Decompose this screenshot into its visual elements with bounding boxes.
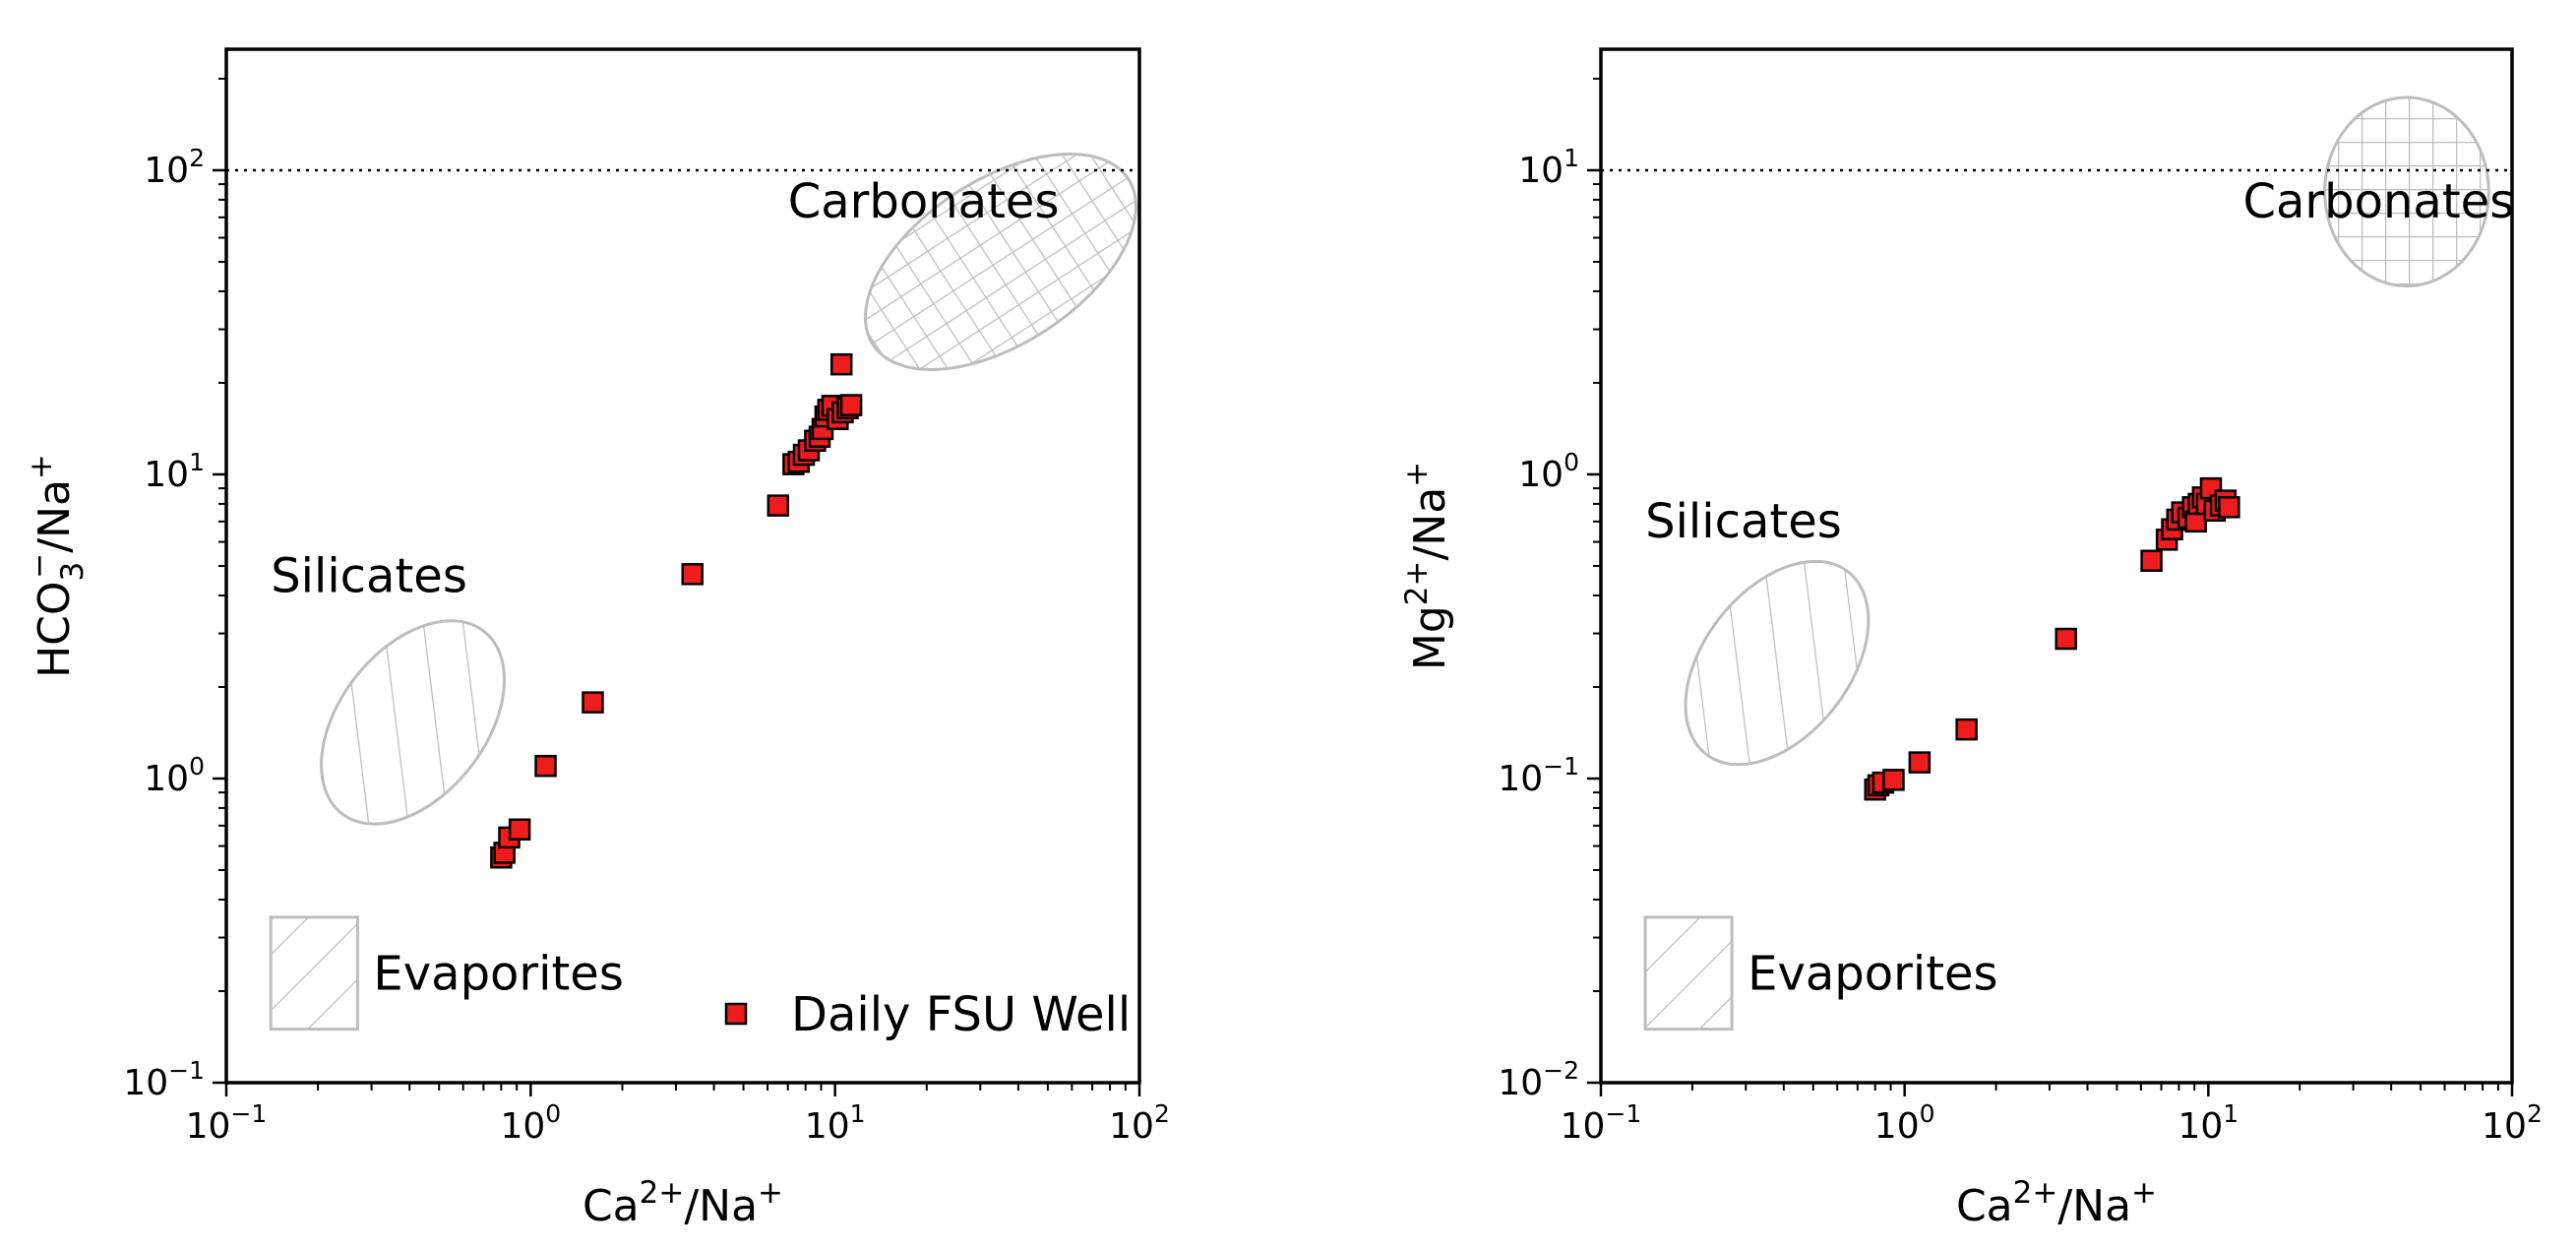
axis-labels: Evaporites Carbonates Silicates Ca2+/Na+ Mg2…: [1399, 174, 2514, 1231]
data-point: [582, 691, 604, 714]
panel-hco3-vs-ca: 10−1 100 101 102 10−1 100 101 102 Evaporites Car…: [22, 47, 1170, 1231]
data-point: [829, 352, 853, 376]
x-axis-label: Ca2+/Na+: [1956, 1175, 2157, 1231]
silicates-label: Silicates: [271, 549, 467, 604]
tick-labels: 10−1 100 101 102 10−1 100 101 102: [123, 144, 1170, 1147]
plot-area: [226, 152, 1139, 1032]
evaporites-box: [269, 915, 359, 1032]
evaporites-label: Evaporites: [373, 947, 623, 1002]
carbonates-label: Carbonates: [2243, 174, 2515, 229]
y-tick-label: 10−1: [123, 1056, 205, 1103]
y-tick-label: 101: [1518, 144, 1579, 191]
data-point: [2055, 627, 2077, 651]
data-point: [681, 563, 704, 586]
x-tick-label: 101: [2177, 1099, 2239, 1147]
x-tick-label: 102: [2482, 1099, 2543, 1147]
y-tick-label: 100: [1518, 448, 1579, 495]
x-tick-label: 100: [1874, 1099, 1935, 1147]
data-point: [839, 394, 863, 416]
y-tick-label: 101: [144, 448, 205, 495]
y-tick-label: 100: [144, 752, 205, 799]
x-tick-label: 10−1: [186, 1099, 268, 1147]
x-tick-label: 102: [1109, 1099, 1170, 1147]
y-tick-label: 10−1: [1498, 752, 1579, 799]
data-point: [2218, 496, 2240, 519]
x-tick-label: 100: [500, 1099, 561, 1147]
data-point: [1955, 718, 1978, 741]
legend-label: Daily FSU Well: [791, 987, 1131, 1042]
data-point: [534, 754, 557, 778]
carbonates-region: [864, 152, 1137, 371]
data-point: [2140, 549, 2163, 572]
y-tick-label: 102: [144, 144, 205, 191]
y-axis-label: Mg2+/Na+: [1399, 462, 1455, 670]
data-point: [1882, 769, 1905, 791]
legend: Daily FSU Well: [724, 987, 1131, 1042]
evaporites-label: Evaporites: [1748, 947, 1997, 1002]
silicates-region: [1684, 559, 1871, 767]
x-tick-label: 101: [805, 1099, 866, 1147]
data-point: [767, 494, 790, 517]
axes-frame: [224, 47, 1141, 1085]
y-axis-label: HCO3−/Na+: [22, 454, 91, 678]
y-tick-label: 10−2: [1498, 1056, 1579, 1103]
silicates-region: [320, 619, 507, 826]
evaporites-box: [1643, 915, 1734, 1032]
plot-area: [1601, 95, 2512, 1032]
axes-frame: [1599, 47, 2514, 1085]
carbonates-region: [2323, 95, 2490, 288]
data-point: [1908, 751, 1932, 774]
data-point: [508, 818, 531, 841]
silicates-label: Silicates: [1645, 494, 1842, 549]
carbonates-label: Carbonates: [788, 174, 1060, 229]
x-axis-label: Ca2+/Na+: [583, 1175, 783, 1231]
axis-labels: Evaporites Carbonates Silicates Ca2+/Na+ HCO…: [22, 174, 1059, 1231]
legend-marker: [724, 1002, 748, 1026]
x-tick-label: 10−1: [1561, 1099, 1642, 1147]
